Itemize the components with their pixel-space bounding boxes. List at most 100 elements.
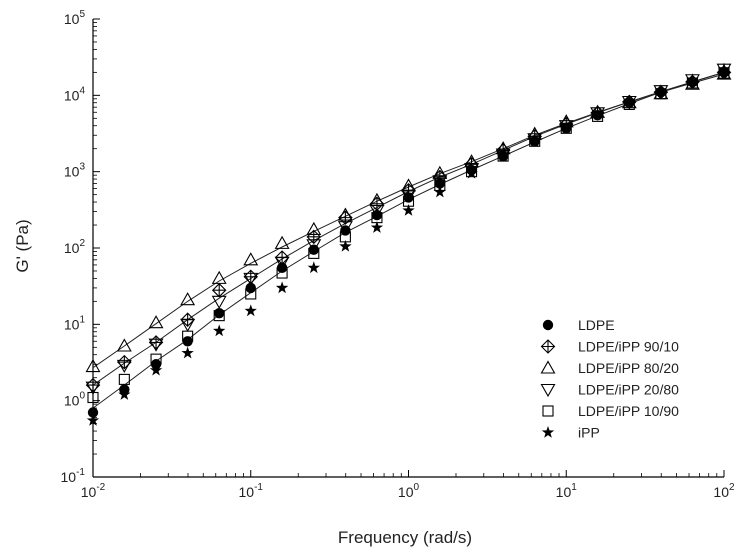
marker-shape xyxy=(211,282,227,298)
marker-shape xyxy=(540,339,556,354)
legend-marker xyxy=(540,360,556,374)
data-point xyxy=(306,239,322,253)
y-tick-label: 105 xyxy=(64,9,86,27)
legend-item: LDPE xyxy=(542,317,615,333)
legend-label: LDPE xyxy=(578,317,615,333)
data-point xyxy=(182,330,194,342)
data-point xyxy=(401,178,416,192)
series-2 xyxy=(85,66,732,373)
y-tick-label: 103 xyxy=(64,162,86,180)
legend-label: LDPE/iPP 10/90 xyxy=(578,403,679,419)
data-point xyxy=(243,272,259,286)
legend: LDPE LDPE/iPP 90/10 LDPE/iPP 80/20 LDPE/iPP… xyxy=(540,317,679,441)
data-point xyxy=(528,134,541,147)
x-tick-label: 10-2 xyxy=(81,482,106,500)
legend-label: LDPE/iPP 20/80 xyxy=(578,382,679,398)
data-point xyxy=(402,204,415,216)
y-tick-label: 10-1 xyxy=(61,467,86,485)
data-point xyxy=(213,324,226,337)
legend-item: LDPE/iPP 90/10 xyxy=(540,339,679,355)
data-point xyxy=(308,247,320,259)
data-point xyxy=(245,288,257,300)
data-point xyxy=(308,244,319,255)
legend-item: LDPE/iPP 10/90 xyxy=(542,403,679,419)
y-tick-label: 104 xyxy=(64,85,86,103)
data-point xyxy=(149,363,163,376)
data-point xyxy=(87,407,99,418)
data-points xyxy=(85,62,732,426)
fit-lines xyxy=(92,71,725,409)
y-tick-label: 102 xyxy=(64,238,86,256)
series-5 xyxy=(86,62,731,426)
y-axis-title: G' (Pa) xyxy=(13,219,32,272)
legend-item: LDPE/iPP 80/20 xyxy=(540,360,679,376)
x-tick-label: 100 xyxy=(398,482,420,500)
data-point xyxy=(180,318,196,332)
marker-shape xyxy=(306,229,322,245)
data-point xyxy=(244,304,257,317)
y-tick-label: 100 xyxy=(64,391,86,409)
data-point xyxy=(274,256,290,270)
data-point xyxy=(717,62,731,75)
x-tick-label: 102 xyxy=(713,482,735,500)
data-point xyxy=(274,235,290,249)
fit-line xyxy=(92,71,725,409)
x-axis-title: Frequency (rad/s) xyxy=(338,528,472,547)
data-point xyxy=(560,121,573,134)
legend-marker xyxy=(540,383,556,398)
data-point xyxy=(432,165,448,179)
data-point xyxy=(307,261,320,274)
data-point xyxy=(116,359,132,373)
data-point xyxy=(306,221,322,235)
data-point xyxy=(85,358,101,373)
legend-item: iPP xyxy=(541,425,600,441)
data-point xyxy=(181,346,194,359)
legend-marker xyxy=(541,426,555,438)
data-point xyxy=(214,307,225,319)
data-point xyxy=(211,295,227,309)
data-point xyxy=(180,292,196,306)
data-point xyxy=(211,282,227,298)
data-point xyxy=(213,310,225,322)
x-tick-label: 10-1 xyxy=(239,482,264,500)
data-point xyxy=(339,239,352,252)
data-point xyxy=(465,166,478,179)
y-tick-label: 101 xyxy=(64,314,86,332)
data-point xyxy=(337,207,353,221)
data-point xyxy=(148,315,164,329)
data-point xyxy=(496,149,510,162)
data-point xyxy=(306,229,322,245)
data-point xyxy=(87,391,99,404)
data-point xyxy=(148,338,164,352)
legend-marker xyxy=(542,405,554,417)
data-point xyxy=(85,381,101,395)
legend-marker xyxy=(540,339,556,354)
legend-label: LDPE/iPP 90/10 xyxy=(578,339,679,355)
data-point xyxy=(370,221,384,233)
data-point xyxy=(211,270,227,284)
data-point xyxy=(245,282,256,294)
legend-label: LDPE/iPP 80/20 xyxy=(578,360,679,376)
legend-marker xyxy=(542,319,554,331)
data-point xyxy=(369,204,385,219)
data-point xyxy=(432,175,448,189)
data-point xyxy=(623,95,636,108)
data-point xyxy=(654,84,668,96)
data-point xyxy=(686,73,699,85)
data-point xyxy=(86,414,100,426)
data-point xyxy=(276,267,288,279)
legend-label: iPP xyxy=(578,425,600,441)
x-tick-label: 101 xyxy=(556,482,578,500)
data-point xyxy=(464,162,479,177)
data-point xyxy=(118,373,130,385)
legend-item: LDPE/iPP 20/80 xyxy=(540,382,679,398)
data-point xyxy=(118,388,131,400)
data-point xyxy=(116,338,132,352)
data-point xyxy=(433,185,446,198)
data-point xyxy=(275,281,289,294)
data-point xyxy=(243,252,259,266)
data-point xyxy=(591,108,604,120)
